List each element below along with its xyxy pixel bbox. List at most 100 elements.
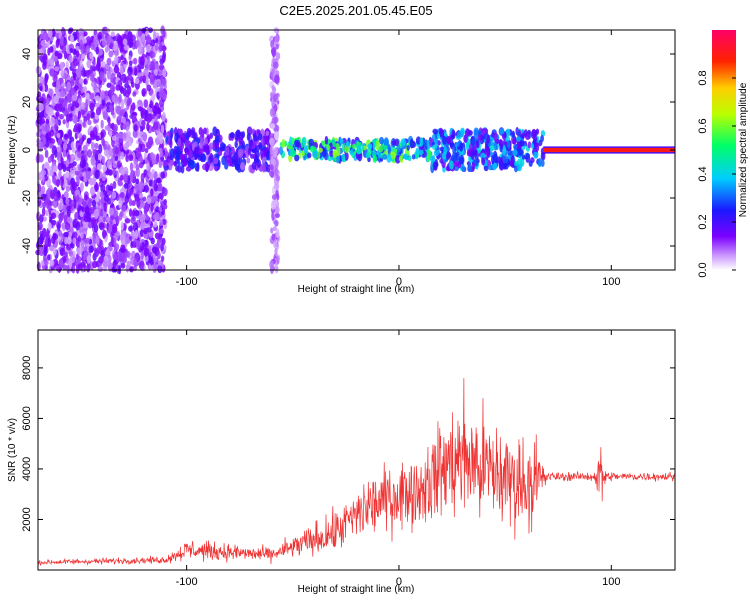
spectrogram-cell xyxy=(224,146,230,156)
spectrogram-cell xyxy=(39,85,43,92)
spectrogram-cell xyxy=(182,155,186,163)
spectrogram-cell xyxy=(101,172,107,182)
spectrogram-cell xyxy=(158,228,165,235)
spectrogram-cell xyxy=(96,245,103,254)
spectrogram-cell xyxy=(77,110,82,120)
spectrogram-cell xyxy=(49,189,55,199)
spectrogram-cell xyxy=(489,144,495,151)
spectrogram-cell xyxy=(270,227,274,234)
spectrogram-y-axis-title: Frequency (Hz) xyxy=(7,116,18,185)
spectrogram-cell xyxy=(273,146,279,155)
spectrogram-cell xyxy=(60,68,65,78)
spectrogram-cell xyxy=(89,130,95,138)
spectrogram-cell xyxy=(470,152,475,160)
spectrogram-cell xyxy=(517,163,523,172)
spectrogram-cell xyxy=(273,240,278,249)
spectrogram-cell xyxy=(45,118,50,125)
spectrogram-cell xyxy=(122,205,127,212)
spectrogram-cell xyxy=(41,207,46,217)
spectrogram-cell xyxy=(104,46,109,53)
spectrogram-cell xyxy=(76,194,80,202)
spectrogram-cell xyxy=(115,132,120,143)
spectrogram-cell xyxy=(294,154,300,162)
spectrogram-cell xyxy=(62,142,68,151)
spectrogram-cell xyxy=(160,242,164,252)
spectrogram-cell xyxy=(95,63,101,72)
spectrogram-x-tick-label: 100 xyxy=(602,276,620,288)
spectrogram-cell xyxy=(140,221,146,230)
spectrogram-cell xyxy=(249,153,255,159)
spectrogram-cell xyxy=(89,102,95,112)
spectrogram-cell xyxy=(108,130,113,138)
spectrogram-cell xyxy=(193,141,198,148)
spectrogram-cell xyxy=(69,80,75,87)
spectrogram-cell xyxy=(150,152,154,159)
spectrogram-cell xyxy=(151,168,155,174)
spectrogram-cell xyxy=(125,130,131,138)
spectrogram-cell xyxy=(468,162,472,173)
spectrogram-cell xyxy=(418,149,424,156)
spectrogram-cell xyxy=(261,164,266,173)
spectrogram-cell xyxy=(108,104,114,112)
spectrogram-cell xyxy=(108,207,114,216)
spectrogram-cell xyxy=(202,153,207,163)
spectrogram-cell xyxy=(108,50,114,58)
spectrogram-cell xyxy=(86,138,92,145)
spectrogram-cell xyxy=(37,183,42,193)
spectrogram-cell xyxy=(150,39,156,47)
spectrogram-cell xyxy=(143,184,149,193)
spectrogram-cell xyxy=(531,128,537,138)
spectrogram-cell xyxy=(93,223,99,233)
spectrogram-cell xyxy=(169,138,173,149)
spectrogram-cell xyxy=(332,142,337,148)
spectrogram-cell xyxy=(135,149,142,159)
spectrogram-cell xyxy=(139,192,144,200)
spectrogram-cell xyxy=(77,144,82,152)
spectrogram-cell xyxy=(41,125,46,132)
spectrogram-cell xyxy=(184,148,190,156)
spectrogram-cell xyxy=(154,42,159,51)
spectrogram-cell xyxy=(185,166,192,172)
spectrogram-cell xyxy=(58,229,63,237)
spectrogram-cell xyxy=(498,139,504,148)
spectrogram-cell xyxy=(274,219,279,227)
spectrogram-cell xyxy=(133,258,138,267)
spectrogram-y-tick-label: -20 xyxy=(21,190,33,206)
spectrogram-cell xyxy=(478,134,482,141)
spectrogram-cell xyxy=(95,235,100,245)
spectrogram-cell xyxy=(275,159,279,170)
spectrogram-cell xyxy=(120,98,125,109)
spectrogram-cell xyxy=(241,131,246,139)
spectrogram-cell xyxy=(150,202,154,213)
spectrogram-cell xyxy=(146,115,151,124)
spectrogram-cell xyxy=(53,94,59,104)
spectrogram-cell xyxy=(65,172,70,178)
spectrogram-cell xyxy=(73,73,77,81)
spectrogram-cell xyxy=(135,39,140,48)
spectrogram-cell xyxy=(218,150,223,156)
spectrogram-cell xyxy=(107,185,114,192)
spectrogram-cell xyxy=(144,215,150,221)
spectrogram-cell xyxy=(95,135,100,142)
spectrogram-cell xyxy=(123,166,129,176)
spectrogram-cell xyxy=(51,28,56,38)
spectrogram-cell xyxy=(138,131,144,137)
spectrogram-cell xyxy=(276,255,280,265)
spectrogram-cell xyxy=(159,219,163,227)
spectrogram-cell xyxy=(134,67,138,76)
spectrogram-cell xyxy=(396,144,401,153)
spectrogram-cell xyxy=(47,222,52,231)
spectrogram-cell xyxy=(55,146,61,153)
spectrogram-cell xyxy=(118,198,122,209)
spectrogram-x-ticks: -100 0 100 xyxy=(176,30,620,288)
spectrogram-cell xyxy=(112,223,118,234)
spectrogram-region xyxy=(278,135,433,164)
spectrogram-cell xyxy=(38,154,44,163)
spectrogram-cell xyxy=(141,119,146,127)
spectrogram-cell xyxy=(42,136,47,146)
spectrogram-cell xyxy=(131,200,136,206)
spectrogram-cell xyxy=(70,105,75,112)
spectrogram-cell xyxy=(86,211,91,219)
spectrogram-cell xyxy=(65,185,71,192)
snr-y-axis-title: SNR (10 * v/v) xyxy=(7,418,18,482)
